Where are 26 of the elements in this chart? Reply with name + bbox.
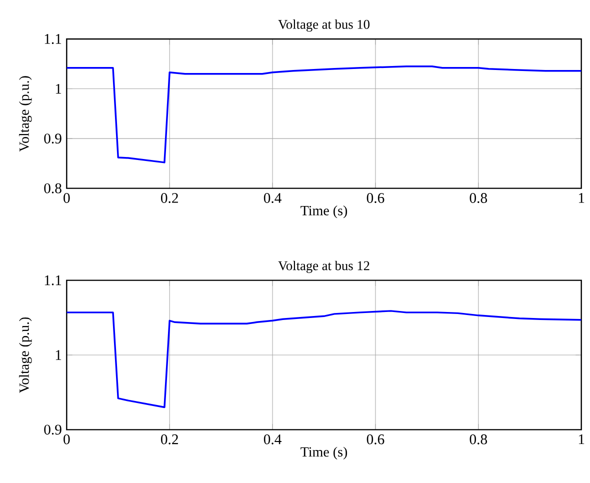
y-tick-label: 1 [56,84,62,94]
y-axis-title: Voltage (p.u.) [19,76,32,152]
x-tick-label: 0.6 [366,434,384,444]
y-tick-label: 0.8 [44,183,62,194]
chart-title: Voltage at bus 10 [278,19,370,32]
x-tick-label: 0 [64,434,70,444]
y-tick-label: 1.1 [44,275,62,286]
x-tick-label: 1 [578,193,584,203]
x-tick-label: 0.4 [264,434,282,444]
x-tick-label: 0.8 [470,193,488,204]
y-tick-label: 0.9 [44,424,62,435]
x-tick-label: 0.6 [366,193,384,204]
y-axis-title: Voltage (p.u.) [19,317,32,393]
y-tick-label: 0.9 [44,134,62,144]
x-tick-label: 0.4 [264,193,282,204]
x-tick-label: 0.2 [161,434,178,444]
line-series [66,66,582,164]
y-tick-label: 1.1 [44,34,62,44]
x-axis-title: Time (s) [300,206,348,218]
x-tick-label: 0.8 [470,434,488,444]
x-tick-label: 0 [64,193,70,203]
chart-title: Voltage at bus 12 [278,260,370,273]
x-tick-label: 1 [578,434,584,444]
y-tick-label: 1 [56,350,62,360]
x-tick-label: 0.2 [161,193,178,204]
x-axis-title: Time (s) [300,446,348,460]
